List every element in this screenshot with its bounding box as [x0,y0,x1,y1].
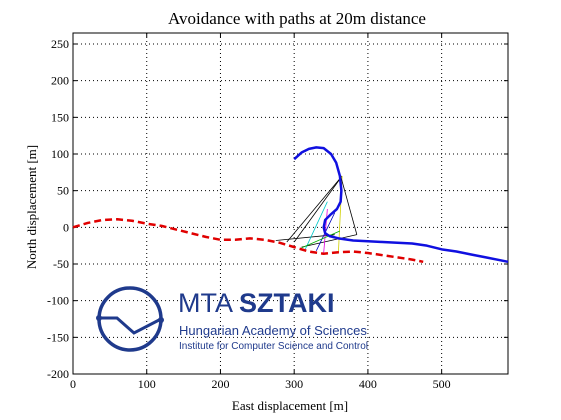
logo-line1: Hungarian Academy of Sciences [179,323,367,338]
x-tick-label: 400 [359,377,377,391]
y-tick-label: -150 [47,330,69,344]
path-connector-line [301,234,357,248]
plot-frame [72,32,509,375]
logo-sztaki: SZTAKI [239,288,335,318]
logo-title: MTA SZTAKI [178,288,335,318]
logo-dot-left [96,315,102,321]
logo-mta: MTA [178,288,233,318]
logo-path [99,316,162,335]
axis-ticks: 0 100 200 300 400 500 -200 -150 -100 -50 0 50 100 150… [47,33,508,391]
y-tick-label: -200 [47,367,69,381]
x-tick-label: 500 [433,377,451,391]
grid [73,33,508,375]
y-tick-label: 0 [63,220,69,234]
y-tick-label: 150 [51,110,69,124]
y-axis-label: North displacement [m] [24,145,39,269]
y-tick-label: 50 [57,184,69,198]
x-tick-label: 300 [285,377,303,391]
x-tick-label: 200 [211,377,229,391]
y-tick-label: -100 [47,294,69,308]
path-connector-line [304,201,328,250]
x-tick-label: 0 [70,377,76,391]
path-connector-line [275,234,335,241]
y-tick-label: 200 [51,74,69,88]
x-tick-label: 100 [138,377,156,391]
path-connector-line [301,230,341,249]
chart-marks [72,146,509,264]
logo-dot-right [158,317,164,323]
y-tick-label: 250 [51,37,69,51]
chart-title: Avoidance with paths at 20m distance [168,9,426,28]
path-connector-line [286,175,343,243]
y-tick-label: 100 [51,147,69,161]
series-line-blue [293,146,509,264]
x-axis-label: East displacement [m] [232,398,348,413]
path-connector-line [340,175,358,235]
path-connector-line [293,175,343,243]
y-tick-label: -50 [53,257,69,271]
logo-line2: Institute for Computer Science and Contr… [179,341,368,352]
sztaki-logo: MTA SZTAKI Hungarian Academy of Sciences… [96,286,368,352]
series-line-red-dashed [72,218,424,264]
